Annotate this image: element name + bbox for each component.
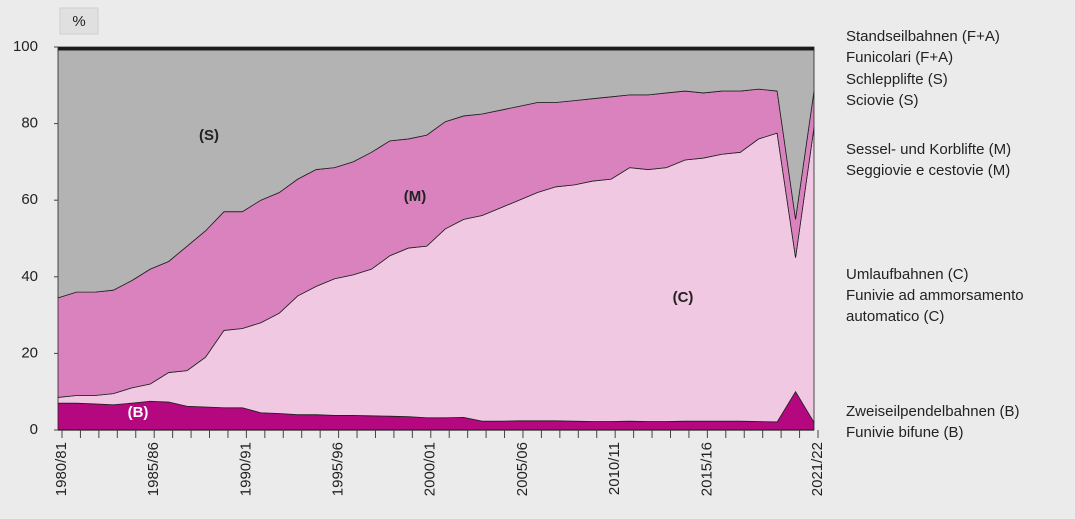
x-tick-label: 1980/81 xyxy=(53,442,70,496)
y-tick-label: 20 xyxy=(21,344,38,361)
y-tick-label: 100 xyxy=(13,38,38,55)
y-unit: % xyxy=(72,13,85,30)
legend-label: Standseilbahnen (F+A) xyxy=(846,28,1000,45)
legend-label: Seggiovie e cestovie (M) xyxy=(846,162,1010,179)
area-label: (S) xyxy=(199,127,219,144)
y-tick-label: 0 xyxy=(30,421,38,438)
legend-label: Funivie ad ammorsamento xyxy=(846,287,1024,304)
legend-label: Schlepplifte (S) xyxy=(846,71,948,88)
legend-label: Sessel- und Korblifte (M) xyxy=(846,141,1011,158)
area-label: (C) xyxy=(673,289,694,306)
x-tick-label: 1995/96 xyxy=(330,442,347,496)
area-label: (M) xyxy=(404,188,427,205)
legend-label: Sciovie (S) xyxy=(846,92,919,109)
y-tick-label: 80 xyxy=(21,115,38,132)
x-tick-label: 2005/06 xyxy=(514,442,531,496)
area-label: (B) xyxy=(128,404,149,421)
unit-box xyxy=(59,7,99,35)
x-tick-label: 2021/22 xyxy=(809,442,826,496)
area xyxy=(57,46,815,51)
legend-label: Zweiseilpendelbahnen (B) xyxy=(846,403,1019,420)
x-tick-label: 2000/01 xyxy=(422,442,439,496)
y-tick-label: 40 xyxy=(21,268,38,285)
x-tick-label: 2015/16 xyxy=(698,442,715,496)
legend-label: Umlaufbahnen (C) xyxy=(846,266,969,283)
legend-label: Funivie bifune (B) xyxy=(846,424,964,441)
legend-label: Funicolari (F+A) xyxy=(846,49,953,66)
x-tick-label: 2010/11 xyxy=(606,442,623,495)
legend-label: automatico (C) xyxy=(846,308,944,325)
y-tick-label: 60 xyxy=(21,191,38,208)
x-tick-label: 1990/91 xyxy=(237,442,254,496)
x-tick-label: 1985/86 xyxy=(145,442,162,496)
